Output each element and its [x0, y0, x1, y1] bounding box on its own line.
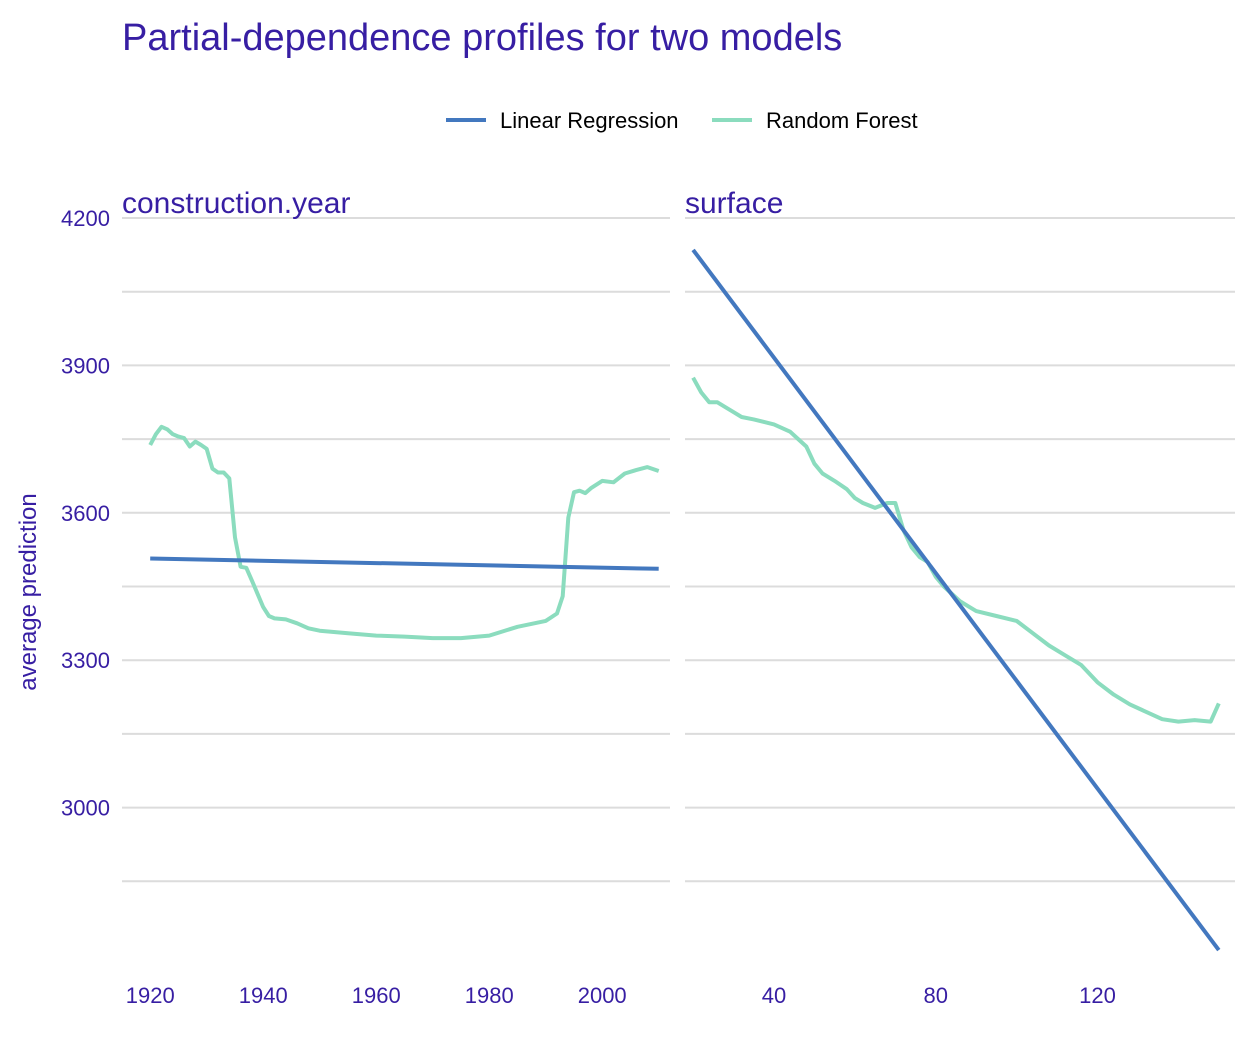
panel-surface: surface 40 80 120: [685, 187, 1235, 1008]
y-tick-label-3600: 3600: [61, 501, 110, 526]
chart-title: Partial-dependence profiles for two mode…: [122, 17, 842, 59]
y-tick-label-3300: 3300: [61, 648, 110, 673]
panel-construction-year: construction.year 1920 1940 1960 1980 2000: [122, 187, 670, 1008]
panel-title-construction-year: construction.year: [122, 187, 350, 220]
x-tick-label-1920: 1920: [126, 983, 175, 1008]
x-tick-labels: 1920 1940 1960 1980 2000: [126, 983, 627, 1008]
y-axis-label: average prediction: [15, 493, 42, 690]
series-group: [691, 248, 1221, 952]
legend-label-random-forest: Random Forest: [766, 108, 918, 133]
panel-grid: [685, 217, 1235, 883]
y-tick-label-4200: 4200: [61, 206, 110, 231]
x-tick-label-1960: 1960: [352, 983, 401, 1008]
x-tick-label-80: 80: [923, 983, 947, 1008]
y-tick-label-3900: 3900: [61, 353, 110, 378]
series-group: [148, 424, 660, 641]
series-line-linear-regression: [691, 248, 1221, 952]
series-line-random-forest: [691, 376, 1221, 724]
x-tick-labels: 40 80 120: [762, 983, 1116, 1008]
legend-label-linear-regression: Linear Regression: [500, 108, 679, 133]
panel-grid: [122, 217, 670, 883]
series-line-random-forest: [148, 424, 660, 641]
series-line-linear-regression: [150, 556, 659, 571]
x-tick-label-1980: 1980: [465, 983, 514, 1008]
y-tick-labels: 3000 3300 3600 3900 4200: [61, 206, 110, 821]
legend: Linear Regression Random Forest: [446, 108, 918, 133]
x-tick-label-1940: 1940: [239, 983, 288, 1008]
y-tick-label-3000: 3000: [61, 796, 110, 821]
x-tick-label-2000: 2000: [578, 983, 627, 1008]
x-tick-label-40: 40: [762, 983, 786, 1008]
panel-title-surface: surface: [685, 187, 783, 220]
x-tick-label-120: 120: [1079, 983, 1116, 1008]
